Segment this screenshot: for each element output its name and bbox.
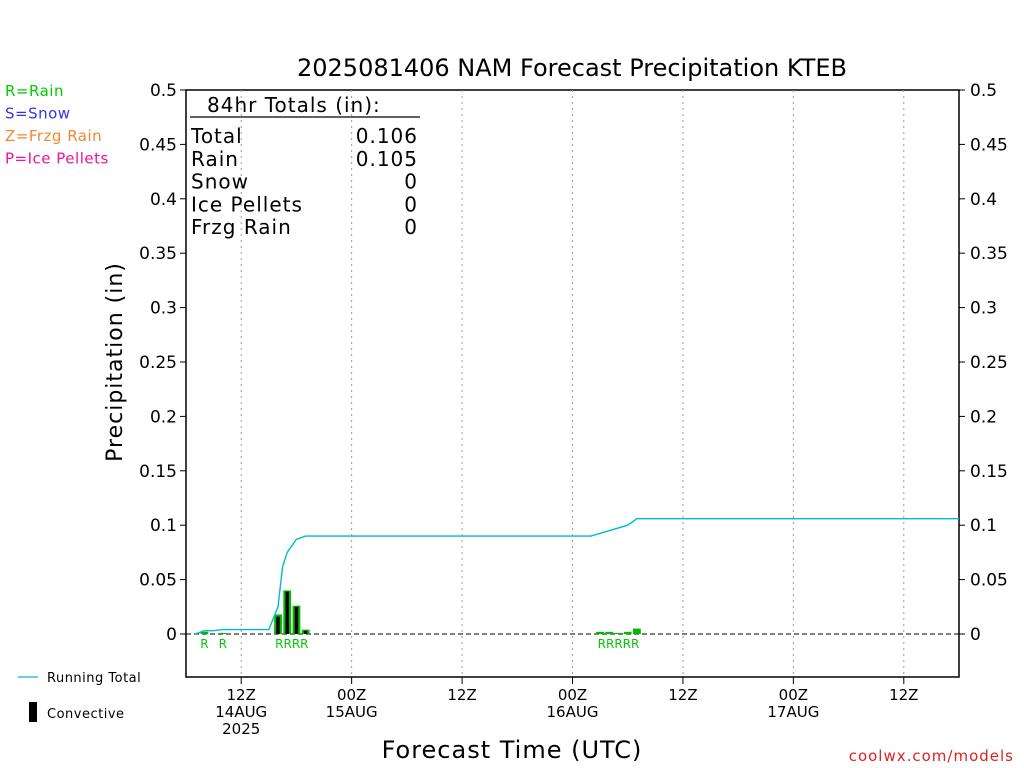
- y-tick-label: 0.45: [970, 135, 1008, 155]
- legend-item: P=Ice Pellets: [5, 150, 109, 168]
- x-tick-label: 15AUG: [326, 703, 378, 721]
- rain-bar: [596, 631, 605, 634]
- x-tick-label: 12Z: [227, 686, 256, 704]
- rain-bar: [218, 632, 227, 634]
- convective-bar: [303, 630, 308, 634]
- legend-item: Convective: [47, 707, 125, 722]
- y-tick-label: 0.25: [970, 353, 1008, 373]
- rain-bar: [614, 632, 623, 634]
- y-tick-label: 0.1: [970, 516, 997, 536]
- precip-type-legend: R=Rain S=Snow Z=Frzg Rain P=Ice Pellets: [5, 82, 109, 168]
- totals-label: Rain: [191, 147, 239, 171]
- y-tick-label: 0.2: [150, 407, 177, 427]
- x-tick-label: 2025: [222, 720, 260, 738]
- totals-label: Frzg Rain: [191, 215, 292, 239]
- y-tick-label: 0.45: [139, 135, 177, 155]
- totals-value: 0: [404, 215, 418, 239]
- vertical-gridlines: [240, 90, 905, 677]
- x-tick-label: 16AUG: [547, 703, 599, 721]
- x-tick-label: 14AUG: [215, 703, 267, 721]
- x-tick-label: 00Z: [779, 686, 808, 704]
- precip-type-markers: R R RRRR RRRRR: [200, 637, 639, 651]
- totals-value: 0: [404, 192, 418, 216]
- totals-label: Ice Pellets: [191, 192, 303, 216]
- totals-label: Total: [190, 124, 243, 148]
- precip-type-marker: RRRRR: [598, 637, 640, 651]
- totals-box: 84hr Totals (in): Total 0.106 Rain 0.105 Sno…: [190, 93, 420, 239]
- totals-value: 0.106: [356, 124, 418, 148]
- watermark: coolwx.com/models: [849, 747, 1014, 765]
- rain-bar: [623, 631, 632, 634]
- y-tick-label: 0.4: [150, 190, 177, 210]
- y-tick-label: 0.35: [139, 244, 177, 264]
- convective-bar: [294, 606, 299, 634]
- x-tick-label: 12Z: [668, 686, 697, 704]
- convective-bar: [285, 591, 289, 634]
- x-tick-label: 12Z: [447, 686, 476, 704]
- legend-item: S=Snow: [5, 105, 71, 123]
- y-tick-label: 0.15: [139, 462, 177, 482]
- totals-value: 0.105: [356, 147, 418, 171]
- precip-type-marker: R: [200, 637, 208, 651]
- legend-item: Running Total: [47, 671, 141, 686]
- y-tick-label: 0: [970, 625, 981, 645]
- convective-bar: [276, 616, 280, 634]
- y-tick-label: 0.1: [150, 516, 177, 536]
- y-axis-label: Precipitation (in): [103, 262, 128, 462]
- x-axis-label: Forecast Time (UTC): [382, 736, 643, 764]
- rain-bar: [633, 628, 641, 634]
- rain-bar: [200, 631, 209, 634]
- totals-heading: 84hr Totals (in):: [207, 93, 381, 117]
- x-tick-label: 00Z: [558, 686, 587, 704]
- y-tick-label: 0.15: [970, 462, 1008, 482]
- y-tick-label: 0.3: [970, 299, 997, 319]
- precip-type-marker: R: [219, 637, 227, 651]
- y-tick-label: 0.2: [970, 407, 997, 427]
- convective-swatch: [29, 702, 37, 722]
- y-tick-label: 0.35: [970, 244, 1008, 264]
- series-legend: Running Total Convective: [18, 671, 141, 722]
- x-tick-label: 12Z: [889, 686, 918, 704]
- precip-bars: [200, 590, 641, 634]
- rain-bar: [605, 631, 614, 634]
- x-tick-label: 00Z: [337, 686, 366, 704]
- y-tick-label: 0.3: [150, 299, 177, 319]
- totals-label: Snow: [191, 170, 249, 194]
- y-tick-label: 0.05: [970, 571, 1008, 591]
- y-tick-label: 0.25: [139, 353, 177, 373]
- y-tick-label: 0.05: [139, 571, 177, 591]
- chart-title: 2025081406 NAM Forecast Precipitation KT…: [297, 54, 847, 82]
- y-tick-label: 0: [166, 625, 177, 645]
- y-tick-label: 0.5: [150, 81, 177, 101]
- running-total-line: [194, 518, 959, 635]
- y-axis-right: 0 0.05 0.1 0.15 0.2 0.25 0.3 0.35 0.4 0.45 0.5: [959, 81, 1008, 645]
- x-tick-label: 17AUG: [767, 703, 819, 721]
- y-axis-left: 0 0.05 0.1 0.15 0.2 0.25 0.3 0.35 0.4 0.45 0.5: [139, 81, 186, 645]
- precip-type-marker: RRRR: [275, 637, 308, 651]
- y-tick-label: 0.5: [970, 81, 997, 101]
- legend-item: Z=Frzg Rain: [5, 127, 102, 145]
- legend-item: R=Rain: [5, 82, 64, 100]
- y-tick-label: 0.4: [970, 190, 997, 210]
- totals-value: 0: [404, 170, 418, 194]
